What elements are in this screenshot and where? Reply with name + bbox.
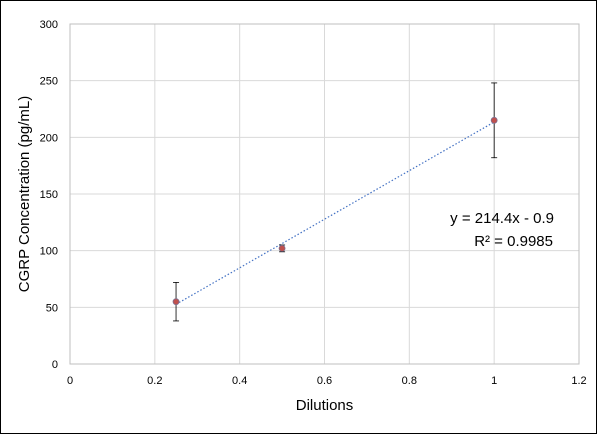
- y-tick-label: 100: [40, 246, 58, 258]
- data-point: [490, 116, 498, 124]
- trendline-equation: y = 214.4x - 0.9: [450, 210, 554, 227]
- x-tick-label: 0: [67, 375, 73, 387]
- y-tick-label: 250: [40, 76, 58, 88]
- x-tick-label: 0.4: [232, 375, 247, 387]
- grid-lines: [69, 23, 580, 365]
- x-tick-label: 0.6: [317, 375, 332, 387]
- y-tick-label: 50: [46, 302, 58, 314]
- y-tick-label: 300: [40, 19, 58, 31]
- x-tick-label: 1: [491, 375, 497, 387]
- x-tick-label: 0.8: [402, 375, 417, 387]
- tick-labels: 0 0.2 0.4 0.6 0.8 1 1.2 0 50 100 150 200 250 300: [40, 19, 587, 387]
- data-point: [172, 298, 180, 306]
- x-axis-title: Dilutions: [296, 397, 354, 414]
- y-tick-label: 0: [52, 359, 58, 371]
- trendline: [175, 121, 495, 305]
- y-tick-label: 150: [40, 189, 58, 201]
- x-tick-label: 0.2: [147, 375, 162, 387]
- y-axis-title: CGRP Concentration (pg/mL): [16, 96, 33, 292]
- data-points: [172, 116, 498, 306]
- trendline-layer: [175, 121, 495, 305]
- error-bars: [173, 82, 498, 322]
- trendline-r-squared: R² = 0.9985: [474, 233, 553, 250]
- x-tick-label: 1.2: [571, 375, 586, 387]
- plot-area-border: [69, 23, 580, 365]
- data-point: [278, 244, 286, 252]
- y-tick-label: 200: [40, 132, 58, 144]
